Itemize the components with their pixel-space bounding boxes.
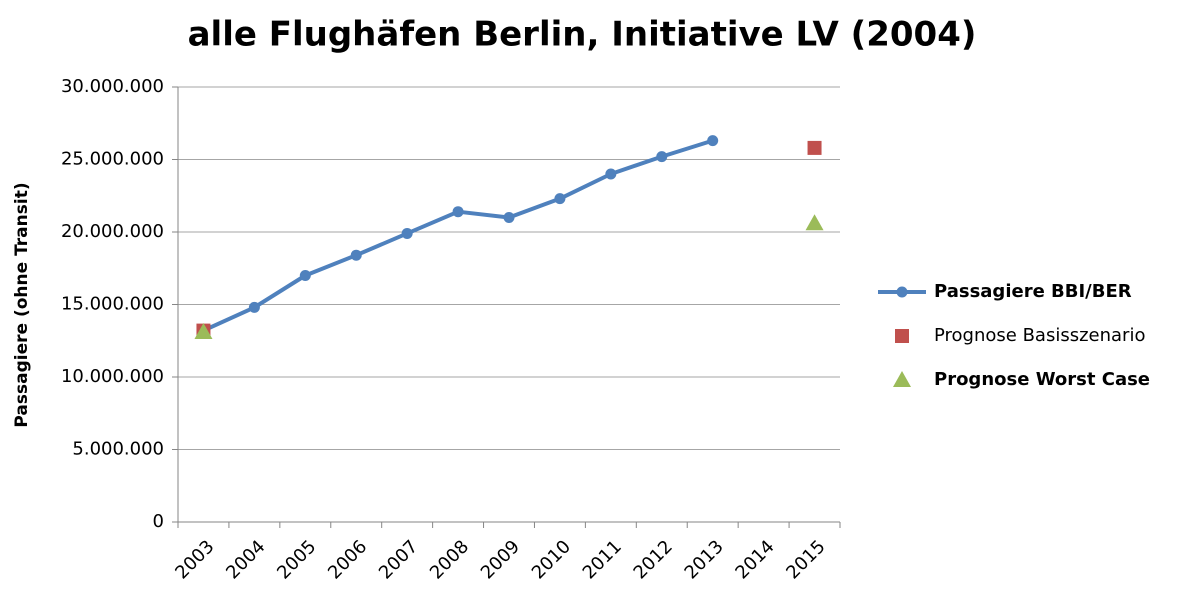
data-point [401,227,413,239]
data-point [452,206,464,218]
x-tick-label: 2004 [222,536,269,583]
y-tick-label: 5.000.000 [72,439,164,460]
x-tick-label: 2007 [375,536,422,583]
data-point [350,249,362,261]
chart-title: alle Flughäfen Berlin, Initiative LV (20… [188,15,977,55]
data-point [805,214,824,231]
data-point [605,168,617,180]
x-tick-label: 2009 [477,536,524,583]
data-point [554,193,566,205]
x-tick-label: 2011 [579,536,626,583]
data-point [194,323,213,340]
legend-label: Passagiere BBI/BER [934,281,1132,302]
x-tick-label: 2003 [171,536,218,583]
y-tick-label: 10.000.000 [61,366,164,387]
legend-marker [893,371,911,387]
x-tick-label: 2010 [528,536,575,583]
y-tick-label: 15.000.000 [61,294,164,315]
x-tick-label: 2006 [324,536,371,583]
y-tick-label: 0 [153,511,164,532]
x-tick-label: 2013 [681,536,728,583]
x-tick-label: 2008 [426,536,473,583]
x-tick-label: 2015 [782,536,829,583]
y-tick-label: 30.000.000 [61,76,164,97]
data-point [807,140,822,155]
data-point [707,135,719,147]
data-point [656,151,668,163]
data-line [202,138,714,333]
x-tick-label: 2012 [630,536,677,583]
x-tick-label: 2014 [731,536,778,583]
data-point [248,301,260,313]
data-point [503,212,515,223]
y-axis-title: Passagiere (ohne Transit) [12,182,32,427]
legend-marker [895,329,909,343]
y-tick-label: 20.000.000 [61,221,164,242]
x-tick-label: 2005 [273,536,320,583]
data-point [299,270,311,281]
legend-marker [896,286,908,298]
legend-label: Prognose Worst Case [934,369,1150,390]
y-tick-label: 25.000.000 [61,149,164,170]
legend-label: Prognose Basisszenario [934,325,1145,346]
